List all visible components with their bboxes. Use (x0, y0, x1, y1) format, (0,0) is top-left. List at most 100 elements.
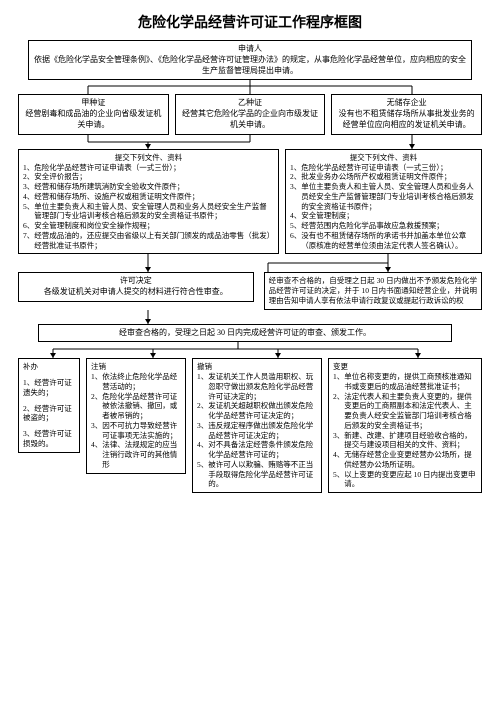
list-text: 安全管理制度和岗位安全操作规程； (34, 221, 154, 231)
supplement-item: 3、经营许可证损毁的。 (23, 429, 75, 449)
list-number: 3、 (197, 421, 208, 441)
list-text: 无储存经营企业变更经营办公场所，提供经营办公场所证明。 (344, 450, 477, 470)
list-text: 单位名称变更的，提供工商预核准通知书或变更后的成品油经营批准证书； (344, 372, 477, 392)
list-number: 4、 (290, 211, 301, 221)
type-b-box: 乙种证 经营其它危险化学品的企业向市级发证机关申请。 (175, 94, 326, 134)
pass-text: 经审查合格的，受理之日起 30 日内完成经营许可证的审查、颁发工作。 (119, 328, 371, 337)
list-text: 被许可人以欺骗、贿赂等不正当手段取得危险化学品经营许可证的。 (208, 460, 317, 489)
revoke-item: 3、违反规定程序做出颁发危险化学品经营许可证决定的； (197, 421, 317, 441)
list-text: 经营范围内危险化学品事故应急救援预案； (301, 221, 444, 231)
revoke-item: 4、对不具备法定经营条件颁发危险化学品经营许可证的； (197, 440, 317, 460)
change-item: 2、法定代表人和主要负责人变更的，提供变更后的工商照副本和法定代表人、主要负责人… (333, 392, 477, 431)
list-number: 4、 (23, 192, 34, 202)
submit-right-item: 5、经营范围内危险化学品事故应急救援预案； (290, 221, 477, 231)
bottom-row: 补办 1、经营许可证遗失的；2、经营许可证被盗的；3、经营许可证损毁的。 注销 … (18, 358, 482, 493)
list-text: 以上变更的变更应起 10 日内提出变更申请。 (344, 470, 477, 490)
pass-box: 经审查合格的，受理之日起 30 日内完成经营许可证的审查、颁发工作。 (38, 324, 452, 343)
applicant-heading: 申请人 (33, 44, 467, 55)
list-text: 发证机关工作人员滥用职权、玩忽职守做出颁发危险化学品经营许可证决定的； (208, 372, 317, 401)
cancel-item: 4、法律、法规规定的应当注销行政许可的其他情形 (91, 440, 181, 469)
applicant-body: 依据《危险化学品安全管理条例》、《危险化学品经营许可证管理办法》的规定，从事危险… (33, 55, 467, 77)
decision-heading: 许可决定 (23, 276, 249, 287)
list-text: 没有也不租赁储存场所的承诺书并加盖本单位公章（原核准的经营单位须由法定代表人签名… (301, 231, 477, 251)
submit-right-item: 6、没有也不租赁储存场所的承诺书并加盖本单位公章（原核准的经营单位须由法定代表人… (290, 231, 477, 251)
list-number: 2、 (333, 392, 344, 431)
list-number: 6、 (290, 231, 301, 251)
supplement-item: 1、经营许可证遗失的； (23, 378, 75, 398)
submit-right-item: 2、批发业务办公场所产权或租赁证明文件原件； (290, 172, 477, 182)
list-number: 3、 (290, 182, 301, 211)
submit-right-box: 提交下列文件、资料 1、危险化学品经营许可证申请表（一式三份）；2、批发业务办公… (285, 149, 482, 255)
type-c-heading: 无储存企业 (336, 98, 477, 109)
submit-right-heading: 提交下列文件、资料 (290, 153, 477, 163)
cancel-item: 1、依法终止危险化学品经营活动的； (91, 372, 181, 392)
list-text: 单位主要负责人和主管人员、安全管理人员和业务人员经安全生产监督管理部门专业培训考… (34, 202, 274, 222)
list-text: 依法终止危险化学品经营活动的； (102, 372, 181, 392)
submit-row: 提交下列文件、资料 1、危险化学品经营许可证申请表（一式三份）；2、安全评价报告… (18, 149, 482, 255)
list-number: 1、 (197, 372, 208, 401)
submit-right-item: 1、危险化学品经营许可证申请表（一式三份）； (290, 163, 477, 173)
list-text: 发证机关超越职权做出颁发危险化学品经营许可证决定的； (208, 401, 317, 421)
list-text: 法律、法规规定的应当注销行政许可的其他情形 (102, 440, 181, 469)
list-number: 4、 (333, 450, 344, 470)
submit-left-box: 提交下列文件、资料 1、危险化学品经营许可证申请表（一式三份）；2、安全评价报告… (18, 149, 279, 255)
decision-body: 各级发证机关对申请人提交的材料进行符合性审查。 (23, 287, 249, 298)
page-title: 危险化学品经营许可证工作程序框图 (18, 12, 482, 32)
list-number: 2、 (23, 172, 34, 182)
change-item: 4、无储存经营企业变更经营办公场所，提供经营办公场所证明。 (333, 450, 477, 470)
list-text: 违反规定程序做出颁发危险化学品经营许可证决定的； (208, 421, 317, 441)
connector-pass-bottom (18, 342, 482, 358)
list-number: 7、 (23, 231, 34, 251)
submit-left-item: 1、危险化学品经营许可证申请表（一式三份）； (23, 163, 274, 173)
supplement-box: 补办 1、经营许可证遗失的；2、经营许可证被盗的；3、经营许可证损毁的。 (18, 358, 80, 452)
cancel-item: 3、因不可抗力导致经营许可证事项无法实施的； (91, 421, 181, 441)
list-number: 5、 (333, 470, 344, 490)
list-text: 危险化学品经营许可证被依法撤销、撤回，或者被吊销的； (102, 392, 181, 421)
submit-left-item: 6、安全管理制度和岗位安全操作规程； (23, 221, 274, 231)
list-text: 经营成品油的，还应提交由省级以上有关部门颁发的成品油零售（批发）经营批准证书原件… (34, 231, 274, 251)
list-number: 3、 (23, 182, 34, 192)
applicant-box: 申请人 依据《危险化学品安全管理条例》、《危险化学品经营许可证管理办法》的规定，… (28, 40, 472, 80)
connector-submit-decision (18, 254, 482, 272)
list-number: 2、 (290, 172, 301, 182)
revoke-heading: 撤销 (197, 362, 317, 372)
list-number: 1、 (23, 163, 34, 173)
revoke-item: 1、发证机关工作人员滥用职权、玩忽职守做出颁发危险化学品经营许可证决定的； (197, 372, 317, 401)
submit-left-item: 5、单位主要负责人和主管人员、安全管理人员和业务人员经安全生产监督管理部门专业培… (23, 202, 274, 222)
list-number: 2、 (91, 392, 102, 421)
list-text: 新建、改建、扩建项目经验收合格的，提交与建设项目相关的文件、资料； (344, 431, 477, 451)
decision-row: 许可决定 各级发证机关对申请人提交的材料进行符合性审查。 经审查不合格的，自受理… (18, 272, 482, 309)
type-a-box: 甲种证 经营剧毒和成品油的企业向省级发证机关申请。 (18, 94, 169, 134)
list-number: 3、 (333, 431, 344, 451)
list-number: 2、 (197, 401, 208, 421)
revoke-box: 撤销 1、发证机关工作人员滥用职权、玩忽职守做出颁发危险化学品经营许可证决定的；… (192, 358, 322, 493)
submit-left-item: 2、安全评价报告； (23, 172, 274, 182)
list-number: 3、 (91, 421, 102, 441)
type-b-heading: 乙种证 (180, 98, 321, 109)
submit-left-item: 3、经营和储存场所建筑消防安全验收文件原件； (23, 182, 274, 192)
cancel-heading: 注销 (91, 362, 181, 372)
submit-left-heading: 提交下列文件、资料 (23, 153, 274, 163)
type-c-box: 无储存企业 没有也不租赁储存场所从事批发业务的经营单位应向相应的发证机关申请。 (331, 94, 482, 134)
change-item: 3、新建、改建、扩建项目经验收合格的，提交与建设项目相关的文件、资料； (333, 431, 477, 451)
type-row: 甲种证 经营剧毒和成品油的企业向省级发证机关申请。 乙种证 经营其它危险化学品的… (18, 94, 482, 134)
submit-right-item: 3、单位主要负责人和主管人员、安全管理人员和业务人员经安全生产监督管理部门专业培… (290, 182, 477, 211)
type-b-body: 经营其它危险化学品的企业向市级发证机关申请。 (180, 109, 321, 131)
revoke-item: 2、发证机关超越职权做出颁发危险化学品经营许可证决定的； (197, 401, 317, 421)
connector-decision-pass (18, 310, 482, 324)
type-a-heading: 甲种证 (23, 98, 164, 109)
list-number: 4、 (91, 440, 102, 469)
list-number: 1、 (333, 372, 344, 392)
fail-text: 经审查不合格的，自受理之日起 30 日内做出不予颁发危险化学品经营许可证的决定，… (269, 276, 477, 305)
list-text: 安全管理制度； (301, 211, 354, 221)
submit-left-item: 4、经营和储存场所、设施产权或租赁证明文件原件； (23, 192, 274, 202)
revoke-item: 5、被许可人以欺骗、贿赂等不正当手段取得危险化学品经营许可证的。 (197, 460, 317, 489)
list-number: 6、 (23, 221, 34, 231)
submit-left-item: 7、经营成品油的，还应提交由省级以上有关部门颁发的成品油零售（批发）经营批准证书… (23, 231, 274, 251)
change-box: 变更 1、单位名称变更的，提供工商预核准通知书或变更后的成品油经营批准证书；2、… (328, 358, 482, 493)
supplement-heading: 补办 (23, 362, 75, 372)
fail-box: 经审查不合格的，自受理之日起 30 日内做出不予颁发危险化学品经营许可证的决定，… (264, 272, 482, 309)
list-text: 安全评价报告； (34, 172, 87, 182)
list-text: 危险化学品经营许可证申请表（一式三份）； (301, 163, 447, 173)
cancel-box: 注销 1、依法终止危险化学品经营活动的；2、危险化学品经营许可证被依法撤销、撤回… (86, 358, 186, 473)
